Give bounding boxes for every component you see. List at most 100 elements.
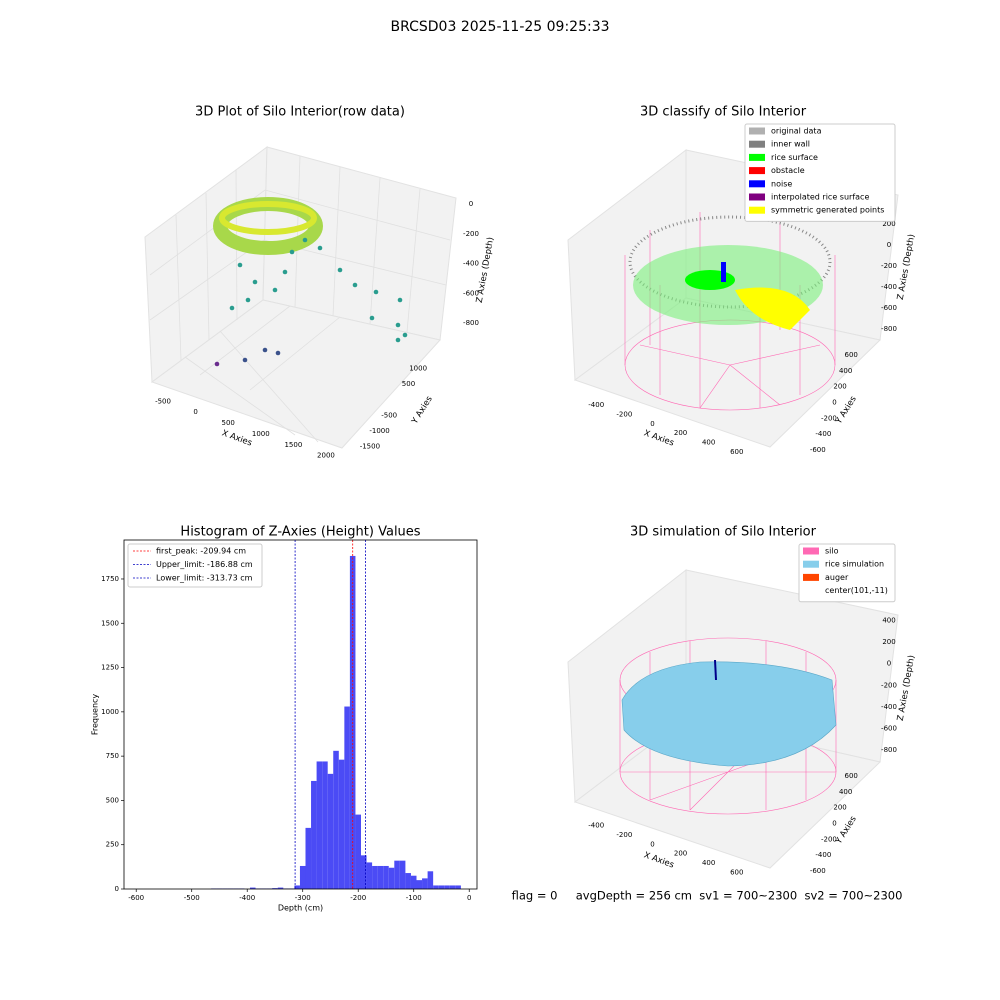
y-tick-label: 1750 — [101, 575, 119, 583]
z-tick-label: 0 — [469, 200, 473, 208]
x-tick-label: -400 — [239, 894, 255, 902]
footer: flag = 0 avgDepth = 256 cm sv1 = 700~230… — [512, 889, 903, 903]
bar — [299, 865, 306, 889]
x-tick-label: 0 — [193, 408, 197, 416]
y-axis-label: Y Axies — [410, 394, 436, 427]
bar — [249, 887, 256, 889]
legend-swatch — [803, 560, 819, 568]
y-axis-label: Y Axies — [834, 394, 860, 427]
legend-swatch — [749, 140, 765, 148]
x-tick-label: 1500 — [284, 441, 302, 449]
y-tick-label: -400 — [815, 430, 831, 438]
x-tick-label: 2000 — [317, 452, 335, 460]
z-tick-label: -200 — [881, 681, 897, 689]
x-tick-label: -400 — [588, 401, 604, 409]
y-axis-label: Y Axies — [834, 814, 860, 847]
y-tick-label: -400 — [815, 851, 831, 859]
x-tick-label: 500 — [222, 419, 235, 427]
x-axis-label: X Axies — [642, 850, 675, 870]
y-tick-label: 500 — [106, 796, 119, 804]
y-tick-label: -1500 — [360, 443, 380, 451]
bar — [405, 873, 411, 889]
z-tick-label: -800 — [463, 319, 479, 327]
y-tick-label: 1000 — [101, 708, 119, 716]
bar — [449, 885, 456, 889]
bar — [416, 880, 423, 889]
y-tick-label: 400 — [839, 788, 852, 796]
x-axis-label: X Axies — [220, 428, 253, 448]
x-tick-label: -100 — [406, 894, 422, 902]
z-tick-label: -800 — [881, 325, 897, 333]
x-tick-label: 0 — [467, 894, 471, 902]
z-tick-label: -200 — [881, 262, 897, 270]
plot-title: Histogram of Z-Axies (Height) Values — [180, 525, 420, 540]
y-axis-label: Frequency — [91, 694, 100, 736]
y-tick-label: 0 — [115, 885, 119, 893]
y-tick-label: 0 — [832, 820, 836, 828]
legend-swatch — [749, 180, 765, 188]
x-tick-label: -200 — [616, 831, 632, 839]
bar — [311, 780, 317, 889]
legend-label: silo — [825, 547, 839, 556]
plot-title: 3D classify of Silo Interior — [640, 105, 807, 120]
bar — [410, 875, 417, 889]
x-tick-label: -400 — [588, 822, 604, 830]
y-tick-label: -500 — [381, 411, 397, 419]
z-tick-label: -600 — [881, 304, 897, 312]
y-tick-label: 1500 — [101, 619, 119, 627]
z-axis-label: Z Axies (Depth) — [896, 233, 917, 300]
bar — [366, 862, 373, 889]
x-axis-label: Depth (cm) — [278, 904, 323, 913]
z-tick-label: 200 — [882, 638, 895, 646]
y-tick-label: -600 — [810, 867, 826, 875]
z-tick-label: 0 — [887, 660, 891, 668]
box-3d — [144, 145, 457, 449]
x-axis-label: X Axies — [642, 428, 675, 448]
x-tick-label: -600 — [128, 894, 144, 902]
legend-swatch — [803, 573, 819, 581]
legend-box — [744, 123, 896, 222]
legend-swatch — [749, 153, 765, 161]
legend-label: first_peak: -209.94 cm — [156, 547, 246, 556]
legend-label: obstacle — [771, 166, 805, 175]
y-tick-label: 1000 — [409, 364, 427, 372]
y-tick-label: -200 — [821, 835, 837, 843]
legend-box — [127, 543, 263, 588]
legend-label: rice surface — [771, 153, 818, 162]
legend-label: auger — [825, 573, 849, 582]
x-tick-label: 200 — [674, 429, 687, 437]
z-axis-label: Z Axies (Depth) — [896, 654, 917, 721]
legend-swatch — [803, 547, 819, 555]
legend-label: interpolated rice surface — [771, 193, 869, 202]
bar — [272, 888, 278, 889]
bar — [399, 860, 406, 889]
legend-label: noise — [771, 179, 792, 188]
x-tick-label: -200 — [616, 410, 632, 418]
bar — [372, 865, 378, 889]
y-tick-label: 200 — [833, 383, 846, 391]
y-tick-label: 400 — [839, 367, 852, 375]
bar — [327, 773, 334, 889]
bar — [444, 885, 450, 889]
legend-label: original data — [771, 127, 822, 136]
z-axis-label: Z Axies (Depth) — [475, 236, 496, 303]
bar — [277, 887, 284, 889]
z-tick-label: 0 — [887, 241, 891, 249]
bar — [422, 878, 428, 889]
legend-box — [798, 543, 896, 603]
z-tick-label: 200 — [882, 220, 895, 228]
bar — [427, 871, 434, 889]
legend-swatch — [749, 127, 765, 135]
x-tick-label: -200 — [350, 894, 366, 902]
bar — [433, 885, 439, 889]
y-tick-label: 600 — [845, 772, 858, 780]
y-tick-label: 1250 — [101, 664, 119, 672]
y-tick-label: 0 — [832, 399, 836, 407]
x-tick-label: 600 — [730, 448, 743, 456]
legend-label: Lower_limit: -313.73 cm — [156, 574, 253, 583]
x-tick-label: 400 — [702, 859, 715, 867]
bar — [455, 885, 461, 889]
legend-label: Upper_limit: -186.88 cm — [156, 560, 253, 569]
y-tick-label: -600 — [810, 446, 826, 454]
